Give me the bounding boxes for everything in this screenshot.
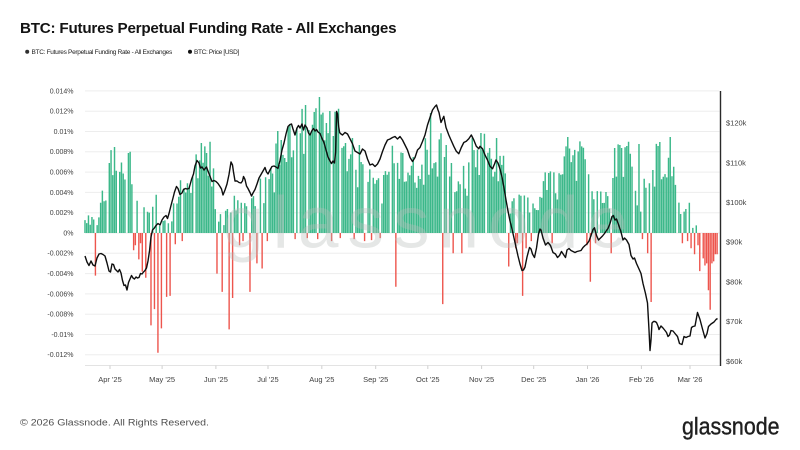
- svg-text:-0.012%: -0.012%: [47, 352, 73, 359]
- svg-text:-0.004%: -0.004%: [47, 271, 73, 278]
- svg-text:Jan '26: Jan '26: [576, 375, 600, 384]
- svg-text:-0.008%: -0.008%: [47, 312, 73, 319]
- svg-text:© 2026 Glassnode. All Rights R: © 2026 Glassnode. All Rights Reserved.: [20, 418, 209, 429]
- svg-text:-0.002%: -0.002%: [47, 251, 73, 258]
- svg-text:May '25: May '25: [149, 375, 175, 384]
- svg-text:0.004%: 0.004%: [50, 190, 74, 197]
- svg-text:0.014%: 0.014%: [50, 88, 74, 95]
- svg-text:Oct '25: Oct '25: [416, 375, 440, 384]
- svg-text:BTC: Futures Perpetual Funding: BTC: Futures Perpetual Funding Rate - Al…: [32, 49, 173, 56]
- svg-text:0.008%: 0.008%: [50, 149, 74, 156]
- svg-text:glassnode: glassnode: [682, 413, 780, 440]
- svg-text:Sep '25: Sep '25: [363, 375, 388, 384]
- svg-text:$90k: $90k: [726, 238, 743, 247]
- svg-text:Feb '26: Feb '26: [629, 375, 654, 384]
- svg-text:0.002%: 0.002%: [50, 210, 74, 217]
- svg-text:$70k: $70k: [726, 317, 743, 326]
- svg-text:0.006%: 0.006%: [50, 170, 74, 177]
- svg-text:glassnode: glassnode: [223, 183, 637, 264]
- svg-text:$80k: $80k: [726, 277, 743, 286]
- svg-text:-0.01%: -0.01%: [51, 332, 73, 339]
- svg-text:0.012%: 0.012%: [50, 109, 74, 116]
- svg-text:$60k: $60k: [726, 357, 743, 366]
- svg-text:Aug '25: Aug '25: [309, 375, 334, 384]
- svg-text:$120k: $120k: [726, 119, 747, 128]
- svg-text:Jun '25: Jun '25: [204, 375, 228, 384]
- svg-text:Dec '25: Dec '25: [521, 375, 546, 384]
- svg-text:BTC: Futures Perpetual Funding: BTC: Futures Perpetual Funding Rate - Al…: [20, 20, 396, 37]
- svg-text:$100k: $100k: [726, 198, 747, 207]
- svg-text:0%: 0%: [63, 230, 73, 237]
- svg-text:Mar '26: Mar '26: [678, 375, 703, 384]
- svg-text:0.01%: 0.01%: [54, 129, 74, 136]
- svg-text:Nov '25: Nov '25: [469, 375, 494, 384]
- svg-text:-0.006%: -0.006%: [47, 291, 73, 298]
- svg-text:BTC: Price [USD]: BTC: Price [USD]: [194, 49, 240, 56]
- svg-text:Apr '25: Apr '25: [98, 375, 122, 384]
- svg-text:Jul '25: Jul '25: [257, 375, 278, 384]
- svg-text:$110k: $110k: [726, 158, 746, 167]
